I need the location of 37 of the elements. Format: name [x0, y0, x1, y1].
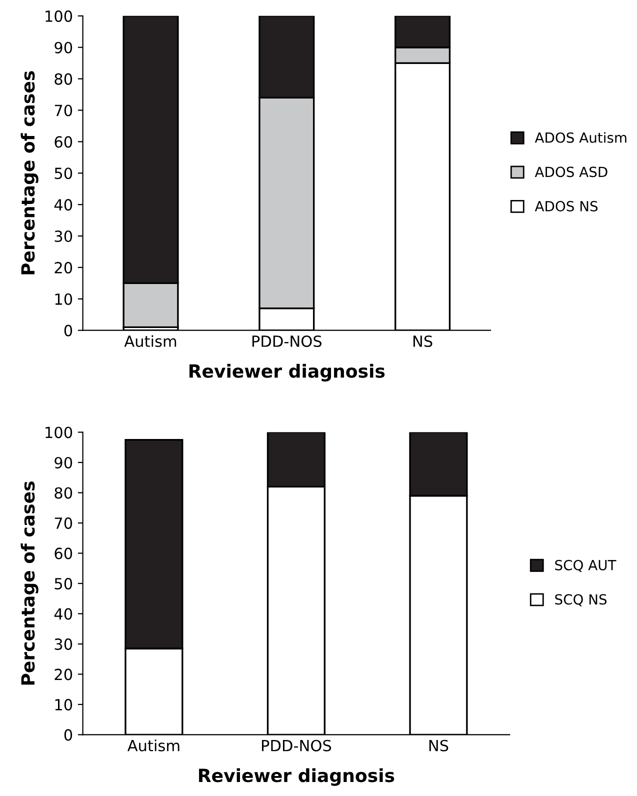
legend-label: SCQ AUT — [555, 560, 616, 572]
y-tick-label: 80 — [54, 487, 72, 499]
x-tick-label: NS — [413, 335, 432, 348]
y-tick-label: 30 — [54, 230, 72, 242]
y-tick-label: 30 — [54, 638, 72, 650]
y-tick-label: 50 — [54, 578, 72, 590]
y-axis-title: Percentage of cases — [20, 71, 38, 274]
x-axis-title: Reviewer diagnosis — [199, 768, 394, 786]
y-tick-label: 0 — [64, 324, 72, 336]
y-tick-label: 60 — [54, 548, 72, 560]
y-tick-label: 40 — [54, 608, 72, 620]
y-tick-label: 90 — [54, 42, 72, 54]
y-tick-label: 60 — [54, 136, 72, 148]
x-tick-label: Autism — [127, 740, 180, 752]
x-tick-label: Autism — [124, 335, 176, 348]
y-tick-label: 50 — [54, 168, 72, 180]
y-tick-label: 20 — [54, 262, 72, 274]
y-tick-label: 70 — [54, 517, 72, 529]
y-tick-label: 100 — [46, 10, 72, 22]
legend-label: SCQ NS — [555, 594, 607, 606]
legend-label: ADOS ASD — [534, 166, 608, 178]
y-tick-label: 80 — [54, 73, 72, 85]
y-tick-label: 20 — [54, 668, 72, 680]
x-tick-label: PDD-NOS — [252, 335, 322, 348]
x-tick-label: NS — [429, 740, 448, 752]
y-tick-label: 10 — [55, 293, 72, 305]
y-axis-title: Percentage of cases — [20, 482, 38, 685]
y-tick-label: 90 — [54, 456, 72, 468]
legend-label: ADOS NS — [534, 200, 598, 212]
y-tick-label: 70 — [54, 104, 72, 116]
x-axis-title: Reviewer diagnosis — [189, 364, 385, 382]
y-tick-label: 0 — [64, 729, 72, 741]
y-tick-label: 100 — [46, 426, 72, 438]
y-tick-label: 10 — [55, 698, 72, 710]
x-tick-label: PDD-NOS — [262, 740, 332, 752]
y-tick-label: 40 — [54, 199, 72, 211]
legend-label: ADOS Autism — [534, 132, 626, 143]
